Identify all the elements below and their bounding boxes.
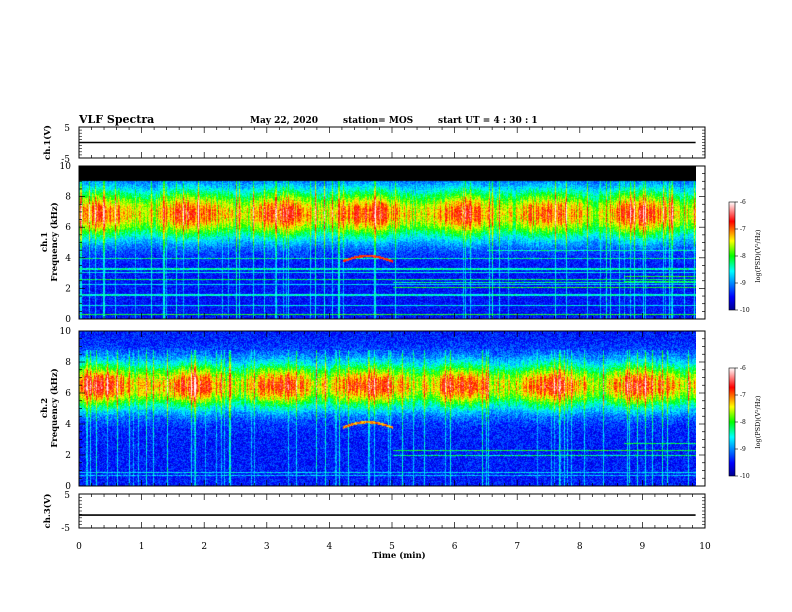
ch1-voltage-tick-min: -5: [61, 155, 70, 165]
ch3-voltage-tick-min: -5: [61, 524, 70, 534]
ch3-voltage-tick-max: 5: [64, 491, 70, 501]
colorbar-tick-label: -6: [740, 365, 746, 372]
ch1-voltage-panel: 5 -5 ch.1(V): [42, 124, 706, 165]
station-label: station= MOS: [343, 116, 413, 126]
x-tick-label: 6: [452, 542, 458, 552]
colorbar-tick-label: -10: [740, 473, 750, 480]
colorbar-tick-label: -9: [740, 280, 746, 287]
x-tick-label: 10: [699, 542, 711, 552]
x-tick-label: 4: [327, 542, 333, 552]
colorbar-tick-label: -9: [740, 446, 746, 453]
y-tick-label: 6: [65, 389, 71, 399]
y-tick-label: 8: [65, 193, 71, 203]
ch3-voltage-ylabel: ch.3(V): [42, 494, 53, 529]
ch1-voltage-tick-max: 5: [64, 124, 70, 134]
ch1-spectrogram-ylabel-channel: ch.1: [40, 232, 50, 252]
ch3-voltage-panel: 5 -5 ch.3(V): [42, 491, 706, 534]
x-tick-label: 1: [139, 542, 145, 552]
y-tick-label: 2: [65, 284, 71, 294]
y-tick-label: 4: [65, 254, 71, 264]
y-tick-label: 6: [65, 223, 71, 233]
ch2-spectrogram-image: [79, 331, 696, 486]
y-tick-label: 2: [65, 451, 71, 461]
y-tick-label: 0: [65, 482, 71, 492]
ch1-colorbar: [728, 201, 736, 311]
ch2-colorbar: [728, 367, 736, 477]
x-tick-label: 3: [264, 542, 270, 552]
colorbar-tick-label: -8: [740, 419, 746, 426]
ch2-colorbar-label: log(PSD)(V²/Hz): [754, 395, 762, 448]
colorbar-tick-label: -7: [740, 226, 746, 233]
y-tick-label: 8: [65, 358, 71, 368]
x-tick-label: 9: [640, 542, 646, 552]
ch2-spectrogram-ylabel-channel: ch.2: [40, 398, 50, 418]
ch1-colorbar-label: log(PSD)(V²/Hz): [754, 229, 762, 282]
x-tick-label: 2: [201, 542, 207, 552]
colorbar-tick-label: -8: [740, 253, 746, 260]
figure-title: VLF Spectra: [78, 113, 154, 126]
colorbar-tick-label: -6: [740, 199, 746, 206]
y-tick-label: 10: [60, 162, 72, 172]
start-time-label: start UT = 4 : 30 : 1: [438, 116, 538, 126]
ch1-voltage-ylabel: ch.1(V): [42, 125, 53, 160]
ch2-spectrogram-ylabel-frequency: Frequency (kHz): [49, 368, 60, 447]
ch1-spectrogram-ylabel-frequency: Frequency (kHz): [49, 202, 60, 281]
ch1-spectrogram-panel: 0 2 4 6 8 10 ch.1 Frequency (kHz) -6 -7 -8 -9 -10…: [40, 162, 762, 325]
x-axis-label: Time (min): [372, 550, 425, 561]
y-tick-label: 0: [65, 315, 71, 325]
ch2-spectrogram-panel: 0 2 4 6 8 10 ch.2 Frequency (kHz) -6 -7 -8 -9 -10…: [40, 327, 762, 492]
colorbar-tick-label: -10: [740, 307, 750, 314]
date-label: May 22, 2020: [250, 116, 318, 126]
x-tick-label: 5: [389, 542, 395, 552]
x-tick-label: 7: [514, 542, 520, 552]
colorbar-tick-label: -7: [740, 392, 746, 399]
ch1-spectrogram-image: [79, 166, 696, 319]
y-tick-label: 4: [65, 420, 71, 430]
x-tick-label: 0: [76, 542, 82, 552]
x-tick-label: 8: [577, 542, 583, 552]
y-tick-label: 10: [60, 327, 72, 337]
